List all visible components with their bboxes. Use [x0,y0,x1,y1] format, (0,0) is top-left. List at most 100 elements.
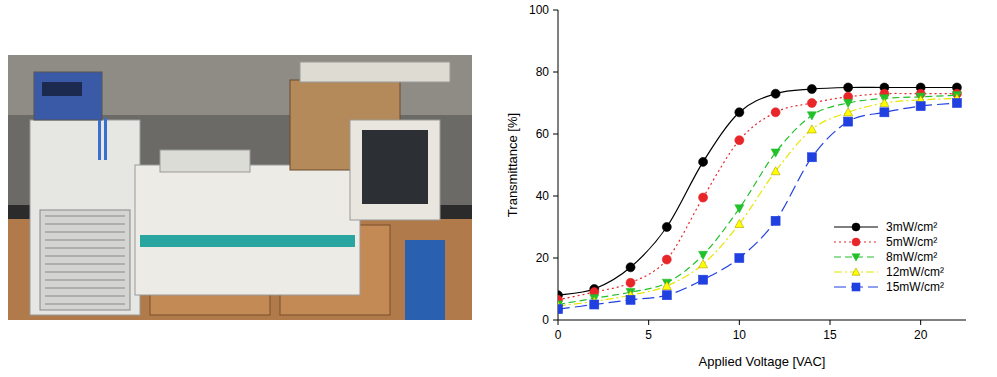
legend: 3mW/cm²5mW/cm²8mW/cm²12mW/cm²15mW/cm² [834,220,944,294]
x-axis [558,320,966,321]
data-point [807,112,816,120]
data-point [844,117,853,126]
figure: 05101520020406080100Applied Voltage [VAC… [0,0,997,377]
y-tick-label: 20 [536,251,550,265]
legend-marker [852,268,860,275]
y-tick-label: 60 [536,127,550,141]
grille-line [45,288,125,289]
x-tick [920,320,921,325]
data-point [662,291,671,300]
x-tick [739,320,740,325]
data-point [880,108,889,117]
data-point [807,125,816,133]
data-point [699,260,708,268]
x-tick [830,320,831,325]
legend-label: 3mW/cm² [886,220,937,234]
data-point [844,99,853,107]
x-tick [558,320,559,325]
x-tick-label: 20 [914,328,928,342]
data-point [626,263,635,272]
y-axis [558,10,559,320]
legend-label: 12mW/cm² [886,265,944,279]
chart: 05101520020406080100Applied Voltage [VAC… [505,3,966,369]
data-point [771,149,780,157]
legend-label: 15mW/cm² [886,280,944,294]
monitor [350,120,440,220]
data-point [699,193,708,202]
chiller [30,120,140,315]
data-point [735,219,744,227]
data-point [771,167,780,175]
bin [405,240,445,320]
grille-line [45,280,125,281]
data-point [699,157,708,166]
x-tick-label: 5 [645,328,652,342]
series-line [558,98,957,306]
data-point [771,108,780,117]
instrument-stripe [140,235,355,247]
y-tick [553,134,558,135]
y-axis-label: Transmittance [%] [505,113,520,217]
grille-line [45,232,125,233]
grille-line [45,264,125,265]
y-tick [553,320,558,321]
grille-line [45,224,125,225]
data-point [952,99,961,108]
data-point [558,305,563,314]
x-tick-label: 10 [733,328,747,342]
data-point [626,278,635,287]
data-point [735,136,744,145]
data-point [699,251,708,259]
data-point [807,85,816,94]
y-tick-label: 100 [529,3,549,17]
controller [34,72,102,120]
grille-line [45,256,125,257]
y-tick-label: 0 [542,313,549,327]
data-point [662,223,671,232]
controller-display [42,82,82,96]
data-point [807,153,816,162]
grille-line [45,248,125,249]
data-point [735,205,744,213]
data-point [662,255,671,264]
data-point [699,275,708,284]
y-tick [553,258,558,259]
y-tick [553,10,558,11]
data-point [880,99,889,107]
series-line [558,95,957,304]
legend-label: 5mW/cm² [886,235,937,249]
data-point [735,108,744,117]
grille-line [45,296,125,297]
legend-marker [852,254,860,261]
data-point [626,295,635,304]
y-tick [553,72,558,73]
data-point [916,102,925,111]
grille-line [45,216,125,217]
sample-lid [160,150,250,172]
data-point [844,108,853,116]
x-axis-label: Applied Voltage [VAC] [699,354,826,369]
data-point [771,216,780,225]
pipette [104,118,107,160]
data-point [807,99,816,108]
grille-line [45,272,125,273]
monitor-screen [362,130,428,204]
data-point [735,254,744,263]
lab-photo [8,55,472,320]
series-line [558,103,957,309]
legend-marker [852,223,860,231]
legend-label: 8mW/cm² [886,250,937,264]
data-point [662,281,671,289]
data-point [590,300,599,309]
x-tick-label: 15 [823,328,837,342]
series-line [558,87,957,295]
printer [300,62,450,82]
chiller-grille [40,210,130,310]
legend-marker [852,283,860,291]
data-point [771,89,780,98]
legend-marker [852,238,860,246]
y-tick [553,196,558,197]
spectrophotometer [135,165,360,295]
pipette [98,120,101,160]
y-tick-label: 40 [536,189,550,203]
